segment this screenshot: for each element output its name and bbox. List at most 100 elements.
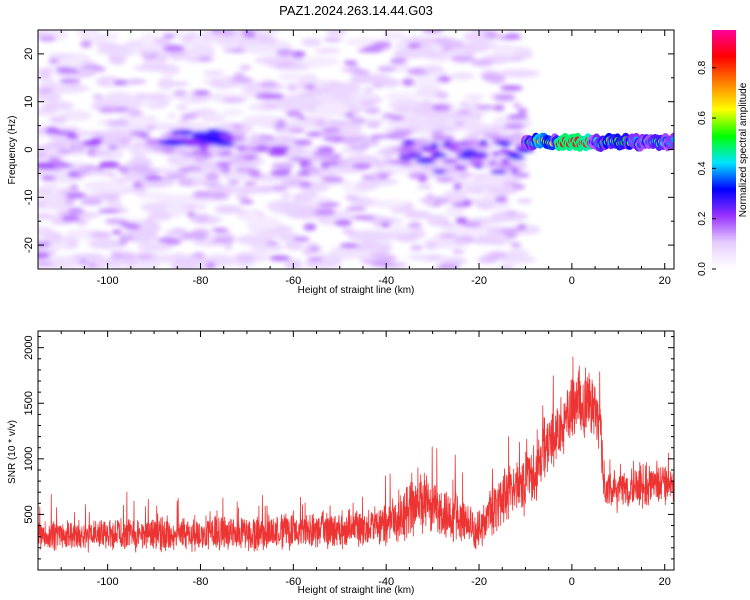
heatmap-cell-492 <box>78 259 88 264</box>
heatmap-cell-831 <box>391 60 405 65</box>
heatmap-cell-266 <box>462 31 506 42</box>
heatmap-cell-408 <box>139 32 161 47</box>
heatmap-cell-776 <box>311 88 333 93</box>
heatmap-cell-931 <box>38 162 56 170</box>
heatmap-cell-702 <box>242 30 256 39</box>
heatmap-cell-517 <box>517 107 528 115</box>
heatmap-cell-876 <box>473 173 489 179</box>
heatmap-cell-677 <box>498 35 522 40</box>
heatmap-cell-1019 <box>510 168 520 174</box>
y-tick-label: 1500 <box>23 391 35 415</box>
heatmap-cell-579 <box>503 180 519 186</box>
heatmap-cell-810 <box>341 227 356 235</box>
heatmap-cell-493 <box>274 135 298 144</box>
heatmap-cell-643 <box>406 116 418 121</box>
heatmap-cell-616 <box>304 117 320 124</box>
heatmap-cell-689 <box>487 251 508 259</box>
heatmap-cell-719 <box>236 195 250 200</box>
heatmap-cell-881 <box>38 213 53 220</box>
heatmap-cell-647 <box>510 242 522 248</box>
x-tick-label: -20 <box>471 275 487 287</box>
heatmap-cell-863 <box>343 136 365 141</box>
heatmap-cell-185 <box>466 101 484 116</box>
heatmap-cell-646 <box>186 211 196 217</box>
heatmap-cell-799 <box>66 133 79 140</box>
heatmap-cell-759 <box>344 195 359 200</box>
heatmap-cell-816 <box>363 45 384 53</box>
heatmap-cell-852 <box>178 167 203 171</box>
x-tick-label: -60 <box>285 275 301 287</box>
heatmap-cell-695 <box>370 134 391 139</box>
heatmap-cell-499 <box>293 139 313 147</box>
heatmap-cell-729 <box>362 260 376 265</box>
heatmap-cell-700 <box>406 255 428 259</box>
heatmap-cell-920 <box>198 56 212 61</box>
heatmap-cell-498 <box>352 163 372 170</box>
heatmap-cell-751 <box>61 214 80 220</box>
spectrogram-frame <box>37 29 675 270</box>
heatmap-cell-633 <box>231 124 244 129</box>
heatmap-cell-707 <box>144 175 164 181</box>
heatmap-cell-561 <box>297 115 306 120</box>
heatmap-cell-533 <box>167 113 177 118</box>
heatmap-cell-733 <box>317 146 335 154</box>
heatmap-cell-248 <box>207 184 236 194</box>
x-tick-label: -40 <box>378 275 394 287</box>
heatmap-cell-1163 <box>670 136 674 143</box>
heatmap-cell-763 <box>504 210 518 216</box>
heatmap-cell-338 <box>372 199 406 209</box>
heatmap-cell-699 <box>118 240 128 245</box>
heatmap-cell-532 <box>67 207 84 215</box>
colorbar-tick-label: 0.6 <box>697 111 708 125</box>
heatmap-cell-565 <box>177 118 190 123</box>
heatmap-cell-580 <box>211 30 221 34</box>
snr-series-line <box>38 356 674 553</box>
heatmap-cell-872 <box>345 206 367 212</box>
heatmap-cell-1005 <box>457 154 474 160</box>
heatmap-cell-857 <box>226 157 250 166</box>
heatmap-cell-869 <box>241 187 261 194</box>
y-tick-label: -20 <box>23 237 35 253</box>
heatmap-cell-898 <box>459 101 470 108</box>
heatmap-cell-504 <box>499 264 515 269</box>
heatmap-cell-791 <box>422 65 443 73</box>
heatmap-cell-885 <box>465 133 480 141</box>
heatmap-cell-769 <box>431 134 455 142</box>
heatmap-cell-844 <box>248 172 262 178</box>
heatmap-cell-899 <box>328 135 345 143</box>
y-tick-label: 1000 <box>23 447 35 471</box>
heatmap-cell-553 <box>458 172 474 177</box>
heatmap-cell-800 <box>356 146 365 154</box>
x-tick-label: 20 <box>659 275 671 287</box>
heatmap-cell-481 <box>111 252 123 260</box>
heatmap-cell-362 <box>50 59 83 69</box>
heatmap-cell-422 <box>500 85 523 91</box>
heatmap-cell-375 <box>186 46 216 60</box>
heatmap-cell-861 <box>392 128 413 137</box>
heatmap-cell-401 <box>107 91 132 100</box>
heatmap-cell-654 <box>47 53 72 58</box>
heatmap-cell-856 <box>454 120 466 127</box>
x-tick-label: -100 <box>97 576 119 588</box>
heatmap-cell-153 <box>393 230 420 243</box>
heatmap-cell-981 <box>479 139 488 145</box>
heatmap-cell-558 <box>426 194 435 199</box>
heatmap-cell-314 <box>240 86 281 93</box>
heatmap-cell-850 <box>372 171 395 175</box>
heatmap-cell-520 <box>48 58 59 64</box>
heatmap-cell-440 <box>484 31 498 38</box>
heatmap-cell-385 <box>464 93 485 101</box>
heatmap-cell-80 <box>343 155 383 168</box>
heatmap-cell-662 <box>465 50 475 57</box>
heatmap-cell-274 <box>405 210 432 220</box>
heatmap-cell-1010 <box>498 149 511 155</box>
heatmap-cell-1013 <box>506 152 518 158</box>
heatmap-cell-1003 <box>496 141 513 147</box>
heatmap-cell-614 <box>285 110 302 118</box>
heatmap-cell-235 <box>168 207 187 217</box>
heatmap-cell-1018 <box>448 141 462 147</box>
heatmap-cell-919 <box>162 44 185 53</box>
heatmap-cell-771 <box>457 108 471 115</box>
heatmap-cell-1009 <box>402 139 415 145</box>
